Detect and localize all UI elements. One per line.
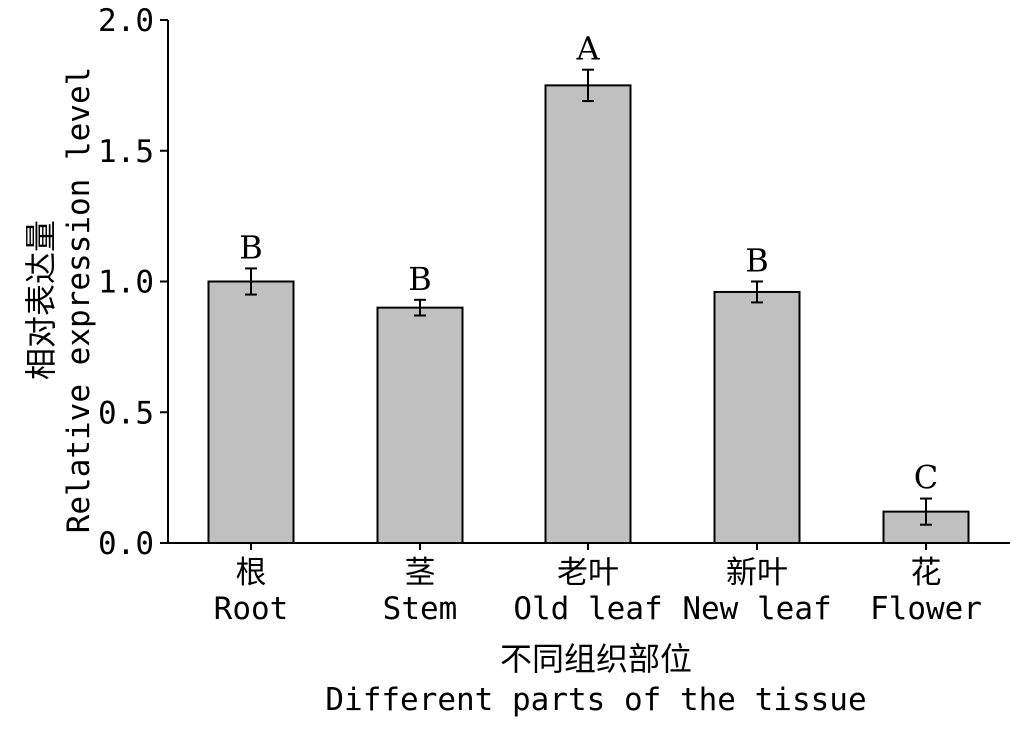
x-tick-label-en: Flower	[870, 591, 982, 627]
error-bar	[920, 497, 932, 526]
y-ticks-layer: 0.0 0.5 1.0 1.5 2.0	[98, 3, 168, 562]
x-tick-label-cn: 新叶	[726, 555, 788, 591]
error-bar	[751, 280, 763, 304]
y-axis-title-cn: 相对表达量	[22, 220, 60, 380]
error-bar	[414, 298, 426, 317]
error-bars-layer	[245, 68, 932, 526]
y-tick-label: 0.5	[98, 395, 154, 431]
x-axis-title-cn: 不同组织部位	[500, 640, 692, 678]
x-tick-label-cn: 花	[911, 555, 942, 591]
x-tick-label-cn: 茎	[405, 555, 436, 591]
x-tick-label-cn: 老叶	[557, 555, 619, 591]
y-tick-label: 0.0	[98, 526, 154, 562]
y-tick-label: 1.0	[98, 265, 154, 301]
significance-letter: B	[408, 260, 432, 298]
bars-layer	[207, 84, 970, 544]
y-tick-label: 2.0	[98, 3, 154, 39]
x-axis-title-en: Different parts of the tissue	[325, 682, 866, 718]
error-bar	[582, 68, 594, 103]
significance-letter: B	[745, 242, 769, 280]
x-tick-label-en: Stem	[383, 591, 458, 627]
x-tick-label-en: New leaf	[682, 591, 831, 627]
x-tick-label-cn: 根	[236, 555, 267, 591]
bar	[207, 280, 295, 544]
significance-letter: B	[239, 228, 263, 266]
significance-letter: C	[914, 459, 938, 497]
significance-letter: A	[575, 30, 600, 68]
bar	[376, 306, 464, 544]
y-axis-title-en: Relative expression level	[61, 67, 97, 534]
error-bar	[245, 267, 257, 296]
bar	[544, 84, 632, 544]
x-tick-label-en: Root	[214, 591, 289, 627]
significance-letters-layer: B B A B C	[239, 30, 938, 497]
y-tick-label: 1.5	[98, 134, 154, 170]
x-tick-label-en: Old leaf	[513, 591, 662, 627]
bar	[713, 290, 801, 544]
